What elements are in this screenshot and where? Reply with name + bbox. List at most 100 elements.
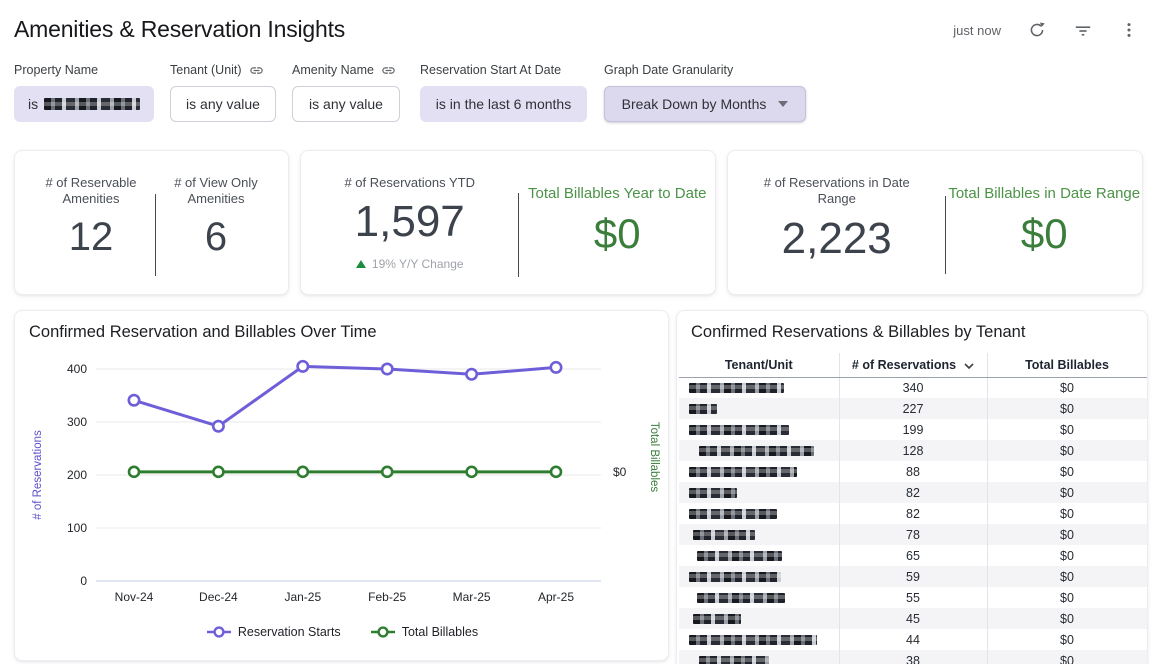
reservations-cell: 78 xyxy=(838,524,987,545)
redacted-tenant-name xyxy=(689,509,777,520)
table-header-row: Tenant/Unit # of Reservations Total Billab… xyxy=(679,353,1147,378)
svg-text:Dec-24: Dec-24 xyxy=(199,590,238,604)
table-row: 128 $0 xyxy=(679,440,1147,461)
kpi-value: 2,223 xyxy=(781,213,892,263)
redacted-tenant-name xyxy=(689,383,784,394)
billables-cell: $0 xyxy=(986,503,1147,524)
table-row: 38 $0 xyxy=(679,650,1147,664)
chart-legend: Reservation Starts Total Billables xyxy=(15,625,670,639)
filter-label: Amenity Name xyxy=(292,63,374,77)
svg-text:100: 100 xyxy=(67,521,87,535)
kpi-value: $0 xyxy=(593,210,641,257)
billables-cell: $0 xyxy=(986,587,1147,608)
svg-text:$0: $0 xyxy=(613,465,627,479)
refresh-icon[interactable] xyxy=(1027,20,1047,40)
table-row: 65 $0 xyxy=(679,545,1147,566)
kpi-billables-range: Total Billables in Date Range $0 xyxy=(946,175,1142,256)
filter-bar: Property Name is Tenant (Unit) is any value… xyxy=(0,62,1155,126)
table-row: 227 $0 xyxy=(679,398,1147,419)
tenant-cell xyxy=(679,524,839,545)
filter-value: is in the last 6 months xyxy=(435,96,572,112)
billables-cell: $0 xyxy=(986,608,1147,629)
filter-tenant-unit: Tenant (Unit) is any value xyxy=(170,62,276,122)
kpi-label: # of Reservations YTD xyxy=(344,175,475,190)
kpi-value: 6 xyxy=(204,214,228,259)
redacted-tenant-name xyxy=(689,635,817,646)
redacted-tenant-name xyxy=(689,467,797,478)
table-row: 88 $0 xyxy=(679,461,1147,482)
tenant-cell xyxy=(679,650,839,664)
tenant-cell xyxy=(679,419,839,440)
kpi-label: Total Billables in Date Range xyxy=(948,185,1141,202)
legend-item-reservation-starts[interactable]: Reservation Starts xyxy=(206,625,341,639)
tenant-cell xyxy=(679,566,839,587)
page-title: Amenities & Reservation Insights xyxy=(14,16,346,42)
redacted-tenant-name xyxy=(697,551,782,562)
reservations-cell: 82 xyxy=(838,503,987,524)
filter-reservation-start-at-date: Reservation Start At Date is in the last … xyxy=(420,62,587,122)
kpi-value: 1,597 xyxy=(354,197,465,247)
billables-cell: $0 xyxy=(986,482,1147,503)
svg-text:Nov-24: Nov-24 xyxy=(115,590,154,604)
divider xyxy=(518,192,520,277)
legend-marker-green-icon xyxy=(370,626,395,638)
filter-chip[interactable]: is in the last 6 months xyxy=(420,86,587,122)
redacted-tenant-name xyxy=(699,656,769,664)
kpi-card-ytd: # of Reservations YTD 1,597 19% Y/Y Chan… xyxy=(300,150,716,295)
reservations-cell: 65 xyxy=(838,545,987,566)
redacted-tenant-name xyxy=(689,425,789,436)
chart-title: Confirmed Reservation and Billables Over… xyxy=(29,323,377,341)
svg-text:300: 300 xyxy=(67,415,87,429)
reservations-cell: 199 xyxy=(838,419,987,440)
kpi-label: # of Reservable Amenities xyxy=(45,175,137,207)
svg-text:Apr-25: Apr-25 xyxy=(538,590,574,604)
filter-chip[interactable]: Break Down by Months xyxy=(604,86,806,122)
tenant-cell xyxy=(679,461,839,482)
chevron-down-icon xyxy=(778,101,789,107)
filter-label: Reservation Start At Date xyxy=(420,63,562,77)
reservations-cell: 88 xyxy=(838,461,987,482)
reservations-cell: 340 xyxy=(838,377,987,398)
kpi-label: Total Billables Year to Date xyxy=(528,185,707,202)
tenant-cell xyxy=(679,545,839,566)
svg-text:# of Reservations: # of Reservations xyxy=(32,430,44,520)
tenant-cell xyxy=(679,440,839,461)
column-header-of-reservations[interactable]: # of Reservations xyxy=(838,353,987,378)
tenant-cell xyxy=(679,377,839,398)
last-updated-text: just now xyxy=(953,22,1001,38)
reservations-cell: 128 xyxy=(838,440,987,461)
table-row: 78 $0 xyxy=(679,524,1147,545)
tenant-cell xyxy=(679,482,839,503)
filter-icon[interactable] xyxy=(1073,20,1093,40)
kebab-menu-icon[interactable] xyxy=(1119,20,1139,40)
table-title: Confirmed Reservations & Billables by Te… xyxy=(691,323,1026,341)
redacted-tenant-name xyxy=(693,614,741,625)
arrow-up-icon xyxy=(355,260,366,269)
filter-label: Tenant (Unit) xyxy=(170,63,242,77)
table-row: 45 $0 xyxy=(679,608,1147,629)
legend-item-total-billables[interactable]: Total Billables xyxy=(370,625,478,639)
kpi-view-only-amenities: # of View Only Amenities 6 xyxy=(156,175,276,258)
svg-text:200: 200 xyxy=(67,468,87,482)
billables-cell: $0 xyxy=(986,440,1147,461)
table-row: 82 $0 xyxy=(679,482,1147,503)
kpi-billables-ytd: Total Billables Year to Date $0 xyxy=(519,175,715,256)
table-row: 59 $0 xyxy=(679,566,1147,587)
tenant-cell xyxy=(679,629,839,650)
column-header-tenant-unit[interactable]: Tenant/Unit xyxy=(679,353,839,378)
filter-property-name: Property Name is xyxy=(14,62,154,122)
table-row: 199 $0 xyxy=(679,419,1147,440)
kpi-change-indicator: 19% Y/Y Change xyxy=(355,257,464,272)
redacted-tenant-name xyxy=(689,488,737,499)
filter-chip[interactable]: is any value xyxy=(170,86,276,122)
filter-chip[interactable]: is xyxy=(14,86,154,122)
filter-amenity-name: Amenity Name is any value xyxy=(292,62,400,122)
svg-text:400: 400 xyxy=(67,362,87,376)
svg-text:Total Billables: Total Billables xyxy=(648,422,660,493)
table-row: 55 $0 xyxy=(679,587,1147,608)
column-header-total-billables[interactable]: Total Billables xyxy=(986,353,1147,378)
kpi-change-text: 19% Y/Y Change xyxy=(371,257,464,272)
kpi-label: # of Reservations in Date Range xyxy=(763,175,910,207)
svg-text:Jan-25: Jan-25 xyxy=(284,590,321,604)
filter-chip[interactable]: is any value xyxy=(292,86,400,122)
